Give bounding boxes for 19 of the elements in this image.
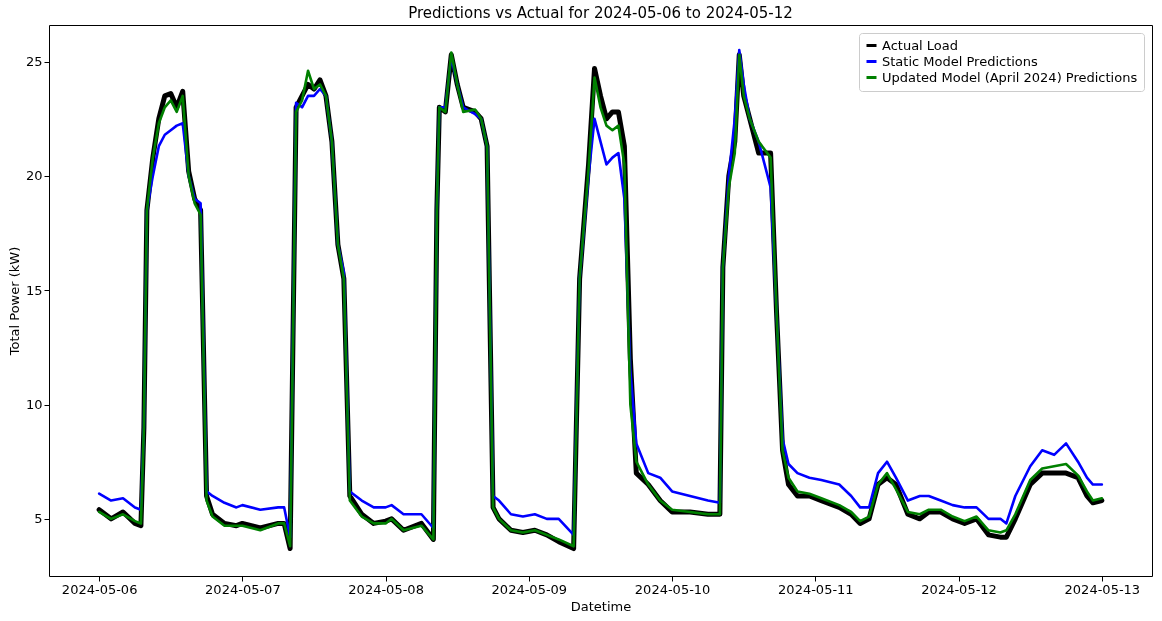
x-tick-label: 2024-05-09 [491,581,568,597]
y-tick-label: 25 [25,54,43,70]
y-axis-title: Total Power (kW) [6,246,22,357]
x-tick-label: 2024-05-07 [205,581,281,597]
x-tick-label: 2024-05-10 [634,581,711,597]
x-tick-label: 2024-05-08 [348,581,424,597]
x-axis-title: Datetime [570,598,632,614]
y-tick-label: 5 [34,511,43,527]
y-tick-label: 15 [25,282,43,298]
legend-label: Static Model Predictions [882,53,1039,69]
chart-title: Predictions vs Actual for 2024-05-06 to 2024-05-12 [408,4,793,22]
legend-label: Actual Load [882,37,959,53]
x-tick-label: 2024-05-06 [61,581,138,597]
x-tick-label: 2024-05-12 [921,581,997,597]
x-tick-label: 2024-05-11 [778,581,854,597]
y-tick-label: 10 [25,397,43,413]
legend-label: Updated Model (April 2024) Predictions [882,69,1138,85]
y-tick-label: 20 [25,168,43,184]
x-tick-label: 2024-05-13 [1064,581,1141,597]
